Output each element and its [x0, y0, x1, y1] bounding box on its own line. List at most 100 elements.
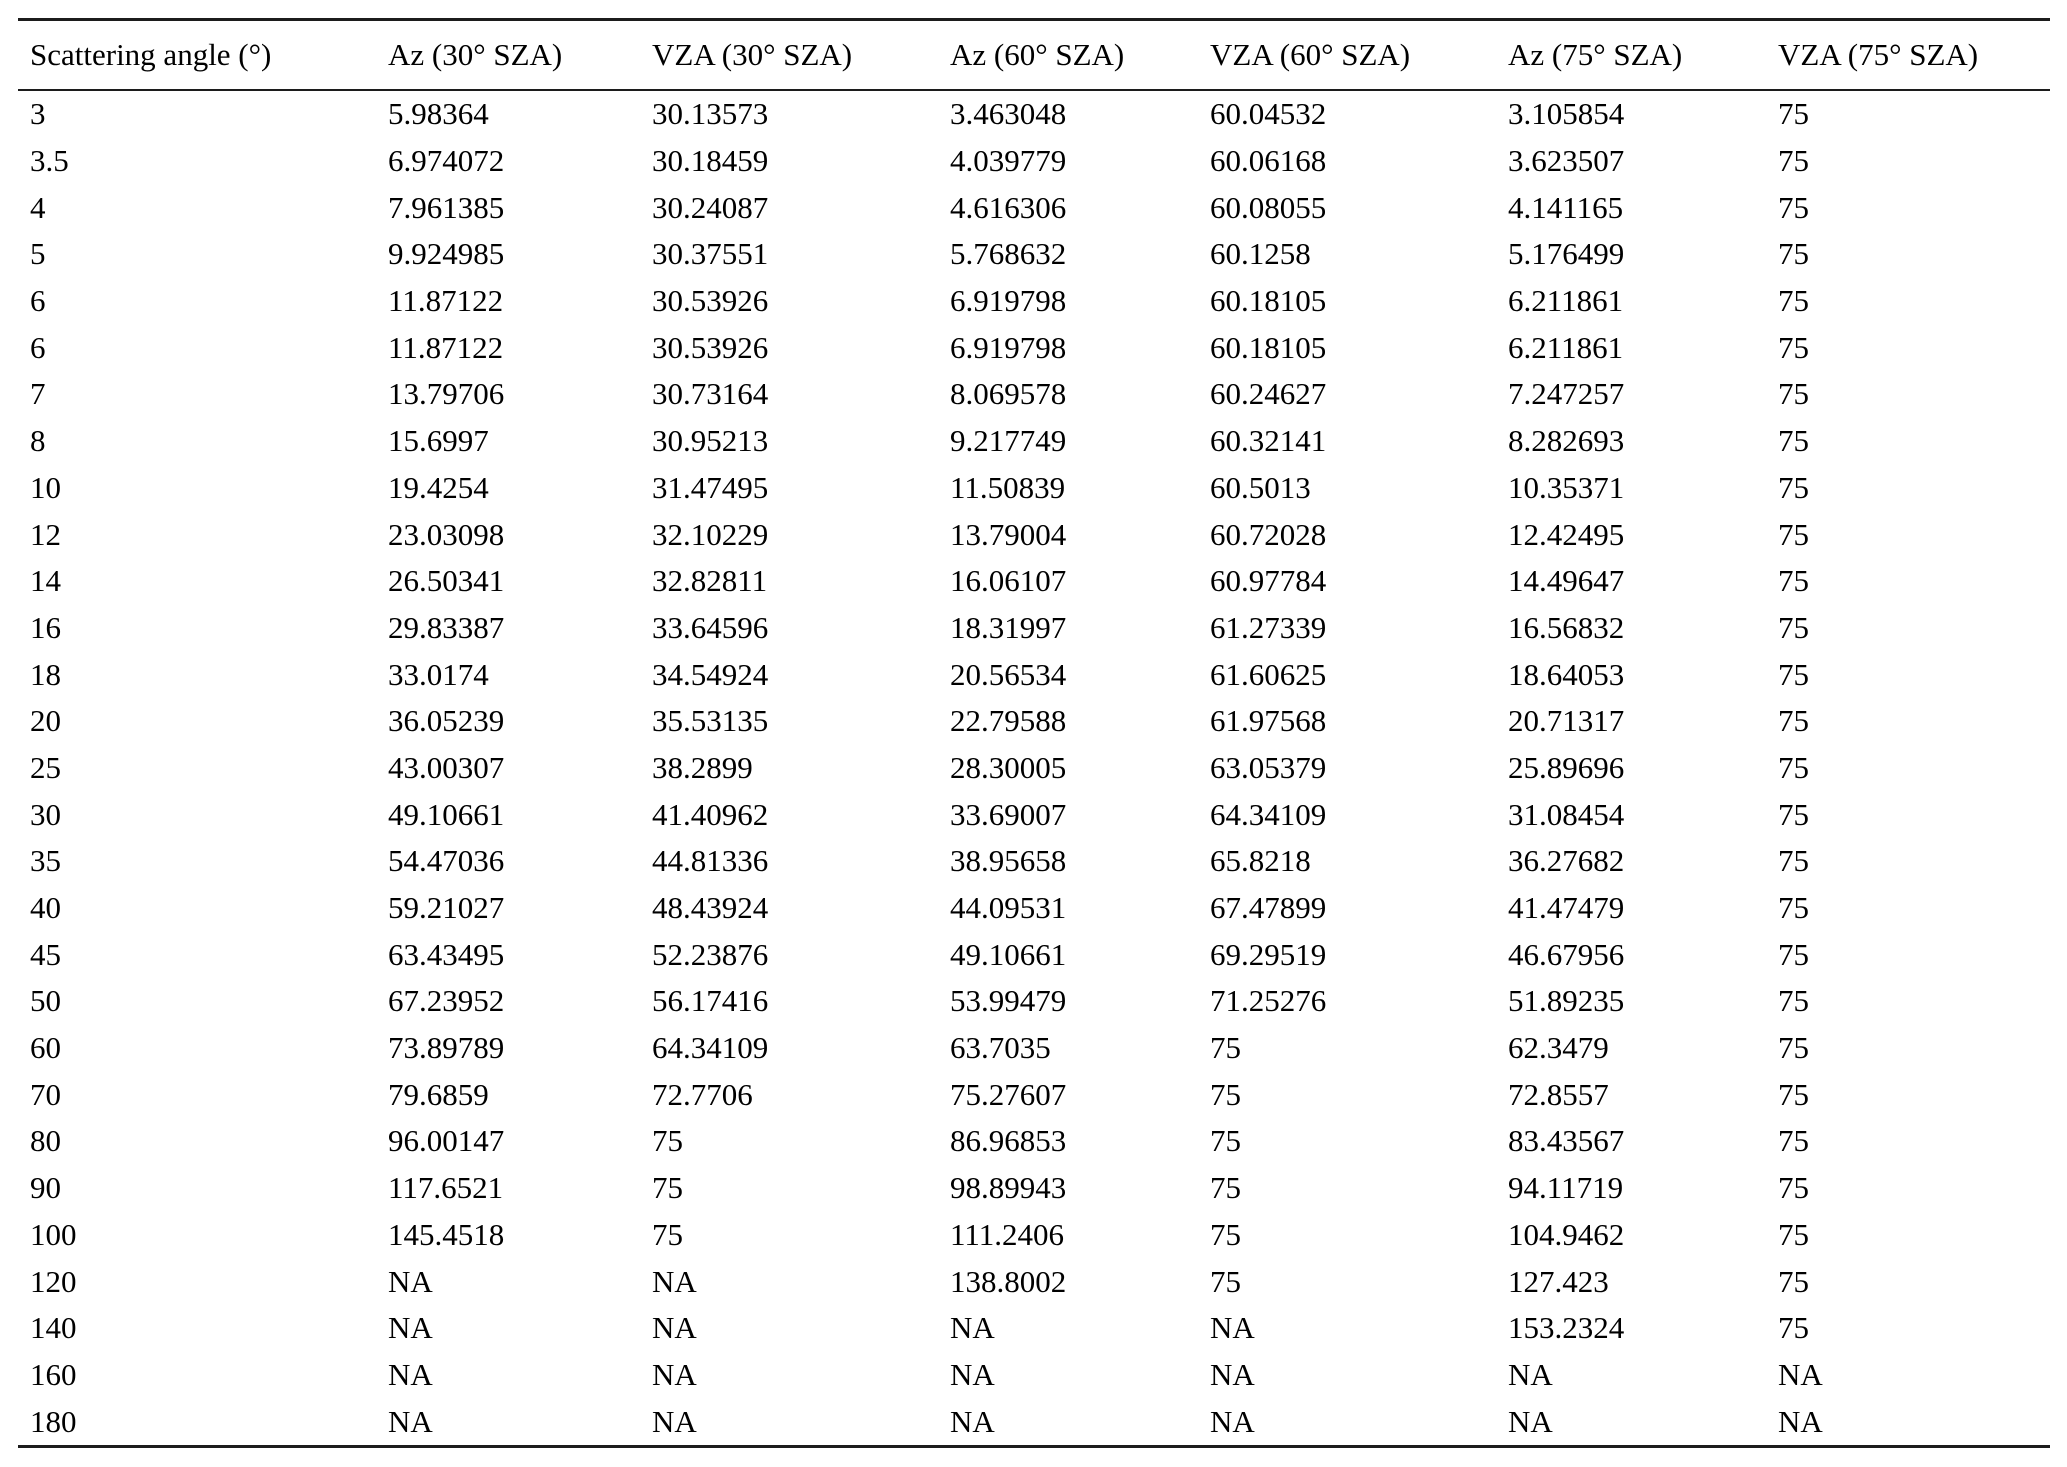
table-cell: 38.95658 — [950, 843, 1067, 879]
table-cell: 160 — [30, 1356, 77, 1392]
table-cell: 67.47899 — [1210, 890, 1327, 926]
table-row: 25 43.00307 38.2899 28.30005 63.05379 25.8969… — [18, 745, 2050, 792]
table-cell: 4 — [30, 189, 46, 225]
table-row: 60 73.89789 64.34109 63.7035 75 62.3479 75 — [18, 1025, 2050, 1072]
table-cell: 75 — [1210, 1170, 1241, 1206]
table-cell: NA — [1210, 1403, 1255, 1439]
table-cell: 75 — [1778, 749, 1809, 785]
table-cell: 6.919798 — [950, 283, 1067, 319]
table-cell: 53.99479 — [950, 983, 1067, 1019]
table-cell: 73.89789 — [388, 1030, 505, 1066]
table-cell: 145.4518 — [388, 1216, 505, 1252]
table-cell: 49.10661 — [950, 936, 1067, 972]
table-cell: 45 — [30, 936, 61, 972]
table-cell: 16 — [30, 609, 61, 645]
table-cell: 86.96853 — [950, 1123, 1067, 1159]
table-cell: 60.1258 — [1210, 236, 1311, 272]
table-cell: 75 — [1778, 843, 1809, 879]
table-cell: 83.43567 — [1508, 1123, 1625, 1159]
table-cell: 61.27339 — [1210, 609, 1327, 645]
table-cell: 60 — [30, 1030, 61, 1066]
table-row: 40 59.21027 48.43924 44.09531 67.47899 41.474… — [18, 885, 2050, 932]
table-cell: 51.89235 — [1508, 983, 1625, 1019]
table-cell: 36.27682 — [1508, 843, 1625, 879]
table-cell: 5 — [30, 236, 46, 272]
table-cell: 30.37551 — [652, 236, 769, 272]
table-cell: 9.924985 — [388, 236, 505, 272]
table-cell: 80 — [30, 1123, 61, 1159]
table-cell: 20.71317 — [1508, 703, 1625, 739]
table-cell: 41.40962 — [652, 796, 769, 832]
table-cell: 75 — [1778, 1076, 1809, 1112]
table-cell: 20 — [30, 703, 61, 739]
table-cell: 60.5013 — [1210, 469, 1311, 505]
table-cell: NA — [652, 1263, 697, 1299]
table-cell: 75 — [1778, 376, 1809, 412]
table-cell: 138.8002 — [950, 1263, 1067, 1299]
table-cell: 18.64053 — [1508, 656, 1625, 692]
table-row: 140 NA NA NA NA 153.2324 75 — [18, 1305, 2050, 1352]
table-cell: 34.54924 — [652, 656, 769, 692]
table-cell: 36.05239 — [388, 703, 505, 739]
table-cell: NA — [1778, 1403, 1823, 1439]
table-row: 6 11.87122 30.53926 6.919798 60.18105 6.21186… — [18, 278, 2050, 325]
table-cell: 3.623507 — [1508, 143, 1625, 179]
table-row: 3.5 6.974072 30.18459 4.039779 60.06168 3.623… — [18, 138, 2050, 185]
table-cell: 3 — [30, 96, 46, 132]
table-cell: 79.6859 — [388, 1076, 489, 1112]
table-cell: NA — [1210, 1356, 1255, 1392]
table-row: 100 145.4518 75 111.2406 75 104.9462 75 — [18, 1212, 2050, 1259]
table-cell: 28.30005 — [950, 749, 1067, 785]
table-cell: 54.47036 — [388, 843, 505, 879]
table-cell: 22.79588 — [950, 703, 1067, 739]
table-row: 90 117.6521 75 98.89943 75 94.11719 75 — [18, 1165, 2050, 1212]
table-cell: 127.423 — [1508, 1263, 1609, 1299]
table-cell: 30.73164 — [652, 376, 769, 412]
table-cell: 30 — [30, 796, 61, 832]
table-cell: 75 — [652, 1216, 683, 1252]
table-cell: 38.2899 — [652, 749, 753, 785]
table-cell: 14 — [30, 563, 61, 599]
table-cell: 44.09531 — [950, 890, 1067, 926]
table-cell: 64.34109 — [652, 1030, 769, 1066]
table-row: 5 9.924985 30.37551 5.768632 60.1258 5.176499… — [18, 231, 2050, 278]
table-cell: 32.10229 — [652, 516, 769, 552]
table-cell: 16.06107 — [950, 563, 1067, 599]
table-cell: 180 — [30, 1403, 77, 1439]
table-cell: 75 — [1778, 609, 1809, 645]
table-cell: 75.27607 — [950, 1076, 1067, 1112]
table-cell: 23.03098 — [388, 516, 505, 552]
table-row: 20 36.05239 35.53135 22.79588 61.97568 20.713… — [18, 698, 2050, 745]
table-cell: 60.24627 — [1210, 376, 1327, 412]
column-header: Az (75° SZA) — [1508, 19, 1778, 91]
table-cell: 75 — [652, 1170, 683, 1206]
table-cell: 5.768632 — [950, 236, 1067, 272]
table-cell: 4.616306 — [950, 189, 1067, 225]
table-cell: 65.8218 — [1210, 843, 1311, 879]
table-cell: 117.6521 — [388, 1170, 504, 1206]
table-cell: 46.67956 — [1508, 936, 1625, 972]
table-cell: NA — [1508, 1403, 1553, 1439]
table-cell: 60.18105 — [1210, 329, 1327, 365]
table-row: 14 26.50341 32.82811 16.06107 60.97784 14.496… — [18, 558, 2050, 605]
table-cell: 7.247257 — [1508, 376, 1625, 412]
table-cell: 60.97784 — [1210, 563, 1327, 599]
table-cell: NA — [1778, 1356, 1823, 1392]
table-cell: 3.5 — [30, 143, 69, 179]
table-row: 12 23.03098 32.10229 13.79004 60.72028 12.424… — [18, 511, 2050, 558]
table-row: 30 49.10661 41.40962 33.69007 64.34109 31.084… — [18, 791, 2050, 838]
table-row: 3 5.98364 30.13573 3.463048 60.04532 3.105854… — [18, 90, 2050, 138]
table-cell: 75 — [1778, 1310, 1809, 1346]
table-cell: 75 — [1778, 96, 1809, 132]
table-cell: 19.4254 — [388, 469, 489, 505]
table-cell: 64.34109 — [1210, 796, 1327, 832]
table-cell: 15.6997 — [388, 423, 489, 459]
table-row: 6 11.87122 30.53926 6.919798 60.18105 6.21186… — [18, 324, 2050, 371]
table-cell: 75 — [1778, 890, 1809, 926]
column-header: VZA (75° SZA) — [1778, 19, 2050, 91]
table-cell: 52.23876 — [652, 936, 769, 972]
table-cell: 75 — [652, 1123, 683, 1159]
table-cell: 67.23952 — [388, 983, 505, 1019]
table-cell: 30.18459 — [652, 143, 769, 179]
table-cell: 71.25276 — [1210, 983, 1327, 1019]
